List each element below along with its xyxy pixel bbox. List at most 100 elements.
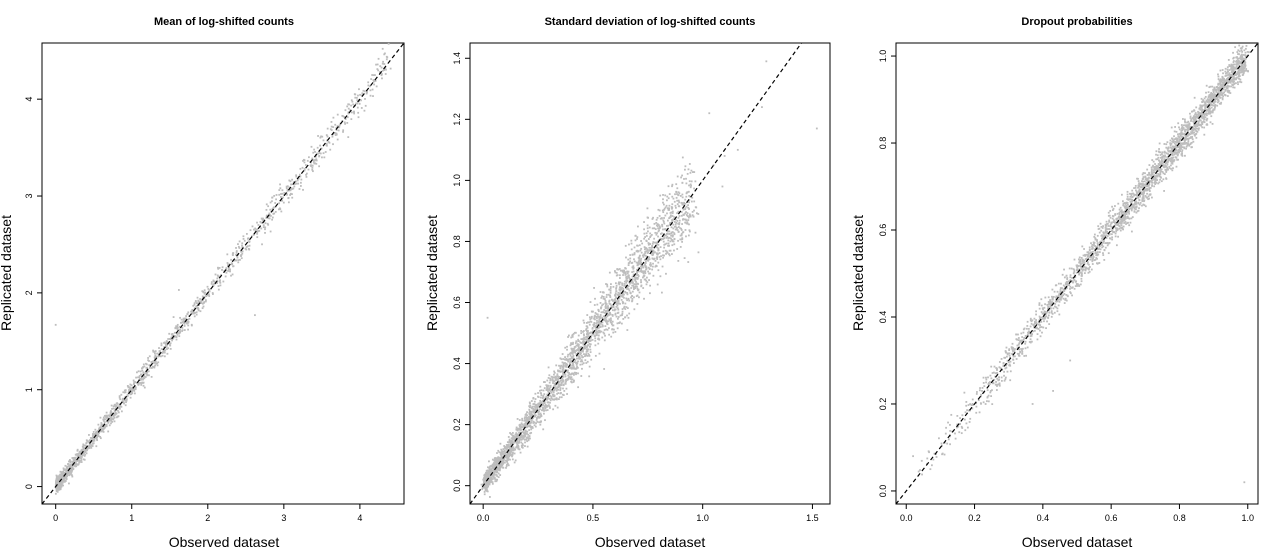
data-point [567,376,570,379]
data-point [563,362,565,365]
data-point [192,304,195,307]
data-point [602,303,605,306]
data-point [599,302,602,304]
data-point [578,350,581,353]
data-point [313,162,316,165]
data-point [681,223,684,225]
data-point [130,390,133,393]
data-point [671,183,674,186]
data-point [99,428,102,431]
data-point [1209,104,1211,107]
data-point [678,192,681,195]
data-point [562,373,565,376]
data-point [56,485,59,488]
data-point [656,256,658,259]
data-point [153,365,156,368]
data-point [1093,242,1095,245]
data-point [497,458,500,461]
data-point [611,328,614,330]
data-point [658,209,661,212]
data-point [536,406,539,409]
data-point [135,376,137,379]
data-point [671,206,674,209]
data-point [524,445,526,447]
data-point [574,361,577,364]
data-point [256,228,259,231]
data-point [565,358,568,361]
data-point [1155,150,1158,153]
data-point [128,386,131,389]
data-point [589,343,592,346]
data-point [1104,226,1107,229]
data-point [1187,140,1190,143]
data-point [525,419,528,422]
data-point [502,450,505,453]
data-point [288,189,291,192]
y-tick-label: 4 [24,97,34,102]
x-axis-label: Observed dataset [595,534,706,550]
data-point [523,423,526,426]
data-point [492,467,495,470]
data-point [602,315,605,318]
data-point [671,234,674,237]
data-point [680,211,683,213]
data-point [232,265,234,268]
data-point [608,300,611,303]
data-point [557,376,560,379]
data-point [592,310,594,313]
data-point [579,341,582,344]
data-point [569,366,572,369]
data-point [81,454,84,457]
data-point [629,257,632,260]
data-point [301,166,304,169]
data-point [631,271,634,273]
data-point [146,373,149,376]
data-point [1204,113,1207,116]
data-point [609,296,612,298]
data-point [1232,69,1235,72]
data-point [561,353,564,355]
data-point [681,238,684,241]
data-point [1077,258,1080,261]
data-point [66,475,68,478]
data-point [688,208,690,210]
data-point [641,254,644,257]
data-point [229,268,231,271]
data-point [643,274,646,277]
data-point [1123,211,1126,214]
data-point [659,194,662,197]
data-point [639,260,642,263]
data-point [219,284,222,287]
data-point [619,314,622,317]
data-point [526,436,529,439]
data-point [651,257,654,260]
data-point [197,299,200,302]
data-point [539,408,541,411]
data-point [614,299,616,302]
data-point [488,483,491,486]
data-point [634,239,637,242]
data-point [275,198,277,201]
data-point [186,322,188,325]
data-point [74,456,77,459]
data-point [675,196,678,199]
data-point [523,438,526,441]
data-point [525,432,528,435]
data-point [71,469,73,472]
data-point [586,326,589,329]
x-tick-label: 0.0 [477,513,490,523]
data-point [587,344,589,347]
data-point [529,422,532,424]
data-point [640,247,643,250]
data-point [360,107,363,109]
data-point [1160,180,1163,183]
data-point [1221,77,1224,79]
data-point [541,397,544,400]
data-point [158,347,160,349]
data-point [557,384,560,387]
data-point [1202,104,1205,107]
data-point [599,331,601,334]
data-point [638,255,641,258]
data-point [1056,310,1059,313]
data-point [97,423,100,426]
